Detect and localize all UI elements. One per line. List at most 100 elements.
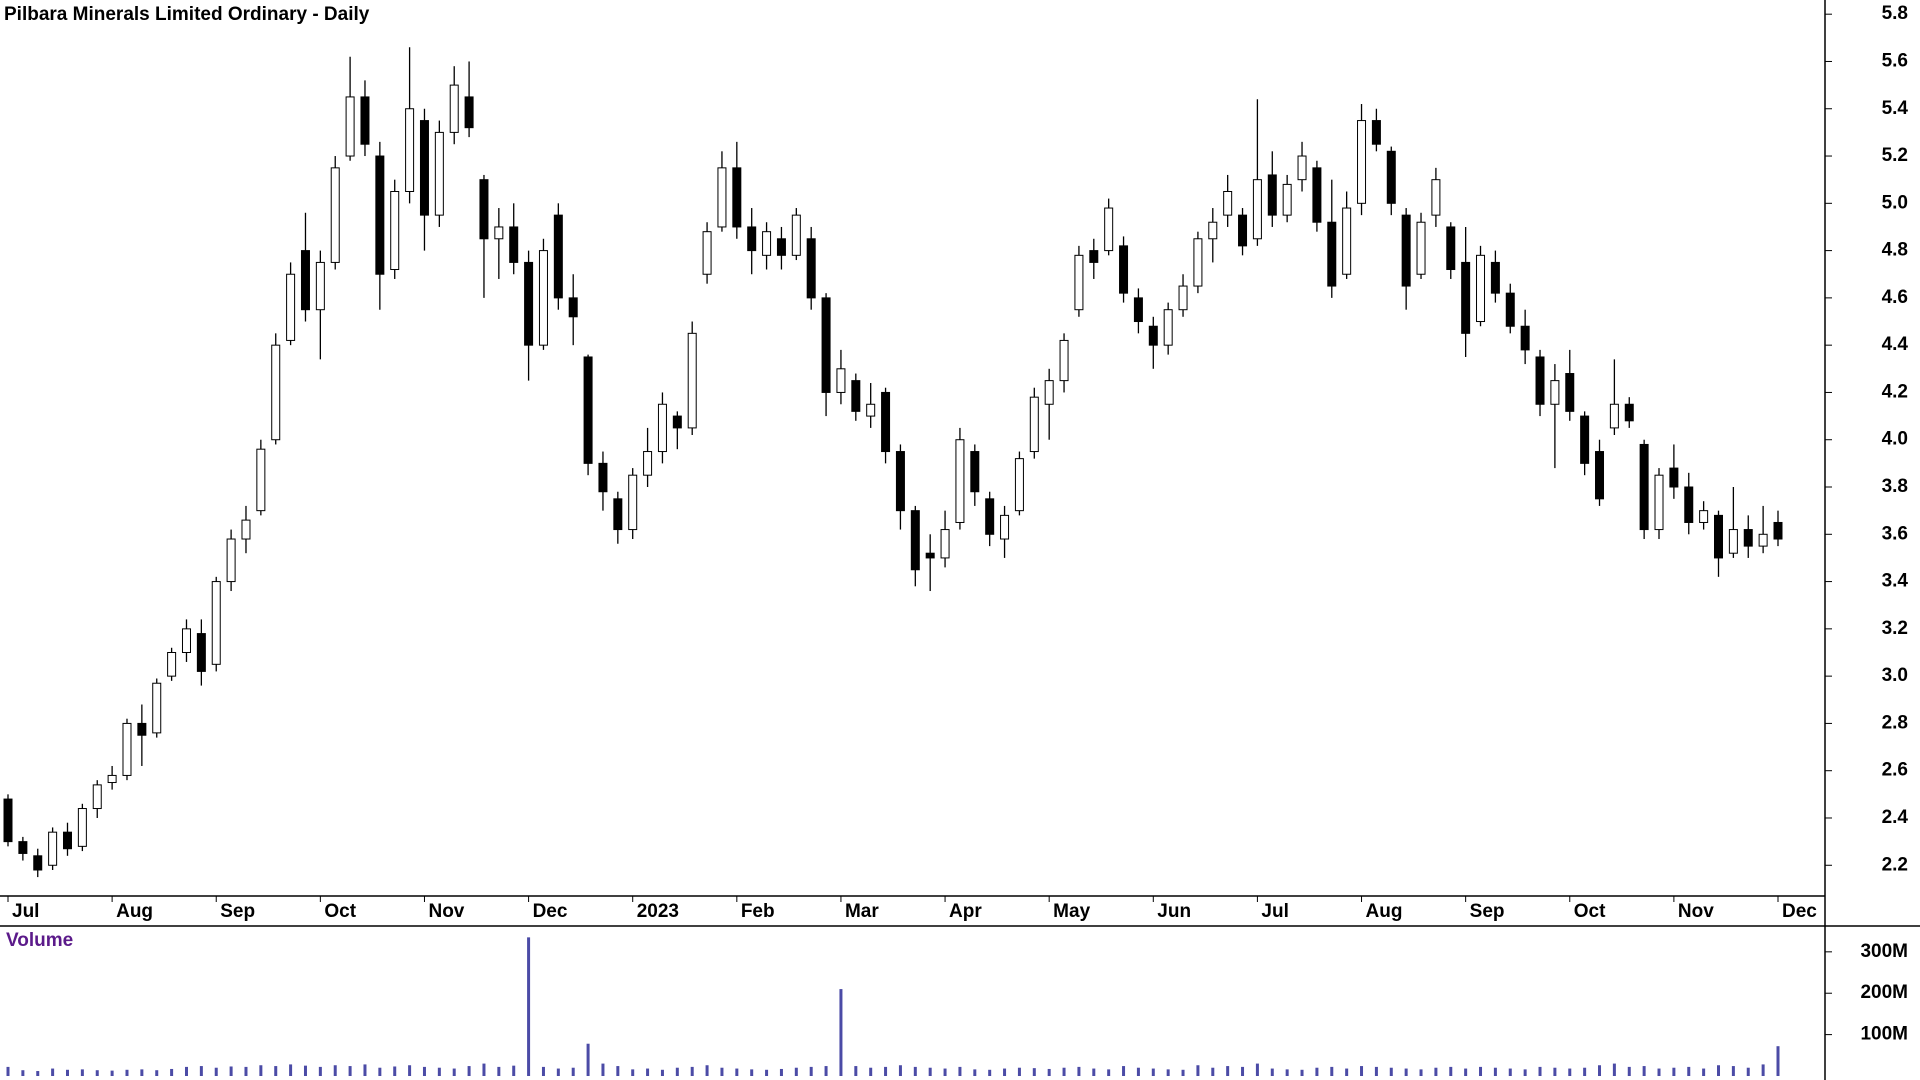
volume-bar [1642, 1066, 1646, 1076]
volume-bar [1300, 1069, 1304, 1076]
volume-bar [1241, 1066, 1245, 1076]
volume-bar [988, 1069, 992, 1076]
candle-body [1208, 221, 1218, 240]
candle-body [62, 831, 72, 850]
volume-bar [348, 1066, 352, 1076]
candle-body [33, 855, 43, 871]
candle-body [211, 581, 221, 665]
x-tick-label: Oct [324, 901, 356, 922]
volume-bar [1107, 1069, 1111, 1076]
volume-bar [779, 1068, 783, 1076]
y-tick-label: 4.2 [1882, 381, 1908, 402]
y-tick-label: 200M [1860, 982, 1908, 1003]
volume-bar [1226, 1066, 1230, 1076]
y-tick-label: 3.8 [1882, 476, 1908, 497]
candle-body [1059, 339, 1069, 382]
volume-bar [1136, 1067, 1140, 1076]
volume-bar [541, 1066, 545, 1076]
candle-body [1297, 155, 1307, 181]
candle-body [524, 261, 534, 346]
candle-body [1461, 261, 1471, 334]
volume-bar [214, 1067, 218, 1076]
candle-body [449, 84, 459, 133]
volume-bar [601, 1063, 605, 1076]
candle-body [1416, 221, 1426, 275]
volume-bar [1285, 1069, 1289, 1076]
volume-bar [973, 1069, 977, 1076]
volume-bar [1122, 1066, 1126, 1076]
volume-bar [824, 1066, 828, 1076]
volume-bar [1404, 1068, 1408, 1076]
candle-body [1728, 529, 1738, 554]
candle-body [1609, 403, 1619, 429]
candle-body [1386, 150, 1396, 204]
candle-body [1282, 183, 1292, 216]
y-tick-label: 3.0 [1882, 665, 1908, 686]
y-tick-label: 100M [1860, 1024, 1908, 1045]
volume-bar [646, 1068, 650, 1076]
candle-body [851, 380, 861, 412]
volume-title: Volume [6, 930, 73, 951]
volume-bar [155, 1070, 159, 1076]
volume-bar [95, 1070, 99, 1076]
y-tick-label: 5.0 [1882, 192, 1908, 213]
candle-body [1223, 190, 1233, 216]
volume-bar [1255, 1063, 1259, 1076]
volume-bar [943, 1068, 947, 1076]
x-tick-label: Dec [533, 901, 568, 922]
candle-body [1714, 514, 1724, 559]
candle-body [48, 831, 58, 866]
y-tick-label: 2.4 [1882, 807, 1909, 828]
candle-body [1267, 174, 1277, 216]
candle-body [598, 462, 608, 493]
volume-bar [408, 1065, 412, 1076]
volume-bar [512, 1065, 516, 1076]
volume-bar [928, 1067, 932, 1076]
candle-body [1357, 120, 1367, 204]
candle-body [1312, 167, 1322, 223]
candle-body [1654, 474, 1664, 531]
candle-body [256, 448, 266, 512]
x-tick-label: Jul [12, 901, 39, 922]
candle-body [107, 774, 117, 784]
candle-body [1490, 261, 1500, 294]
candle-body [1089, 250, 1099, 263]
candle-body [494, 226, 504, 240]
candle-body [1743, 529, 1753, 547]
volume-bar [1077, 1066, 1081, 1076]
candle-body [836, 368, 846, 393]
volume-bar [1553, 1067, 1557, 1076]
candle-body [1000, 514, 1010, 540]
volume-bar [318, 1066, 322, 1076]
candle-body [940, 529, 950, 559]
volume-bar [1493, 1067, 1497, 1076]
volume-bar [1612, 1063, 1616, 1076]
volume-bar [735, 1068, 739, 1076]
candle-body [419, 120, 429, 216]
volume-bar [1627, 1066, 1631, 1076]
candle-body [955, 439, 965, 523]
candle-body [1014, 458, 1024, 512]
volume-bar [363, 1064, 367, 1076]
volume-bar [482, 1063, 486, 1076]
volume-bar [259, 1065, 263, 1076]
y-tick-label: 3.6 [1882, 523, 1908, 544]
candle-body [1193, 238, 1203, 287]
candle-body [1431, 179, 1441, 216]
candle-body [1669, 467, 1679, 488]
volume-bar [898, 1065, 902, 1076]
volume-bar [913, 1066, 917, 1076]
candle-body [18, 841, 28, 854]
candle-body [1699, 510, 1709, 523]
candle-body [732, 167, 742, 228]
volume-bar [1523, 1069, 1527, 1076]
y-tick-label: 2.2 [1882, 854, 1908, 875]
candle-body [583, 356, 593, 464]
volume-bar [229, 1066, 233, 1076]
volume-bar [705, 1065, 709, 1076]
volume-bar [750, 1069, 754, 1076]
volume-bar [1761, 1064, 1765, 1076]
candle-body [330, 167, 340, 263]
volume-bar [1017, 1067, 1021, 1076]
y-tick-label: 5.4 [1882, 98, 1909, 119]
